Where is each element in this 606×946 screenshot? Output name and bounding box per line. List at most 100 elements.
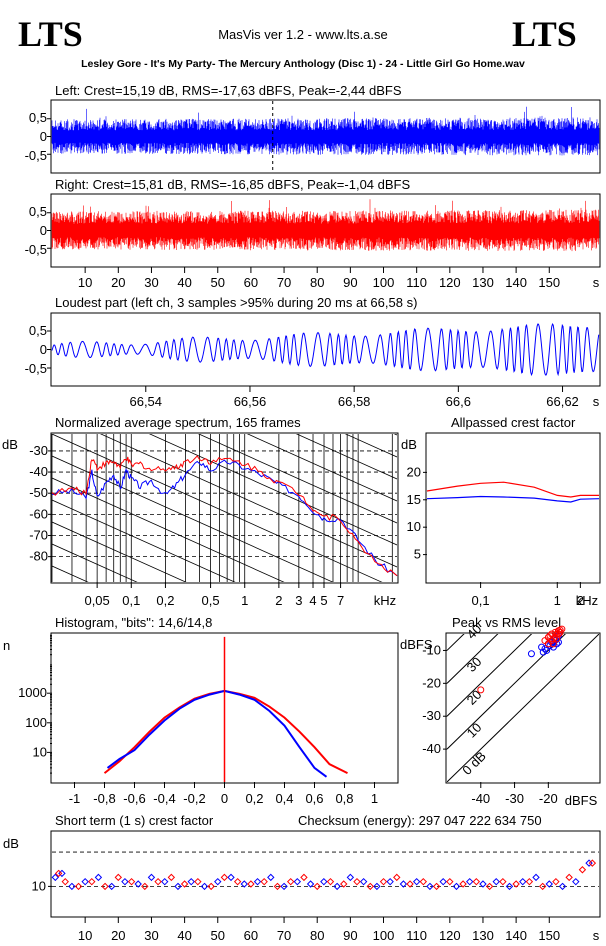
ytick-label: -60 <box>29 506 48 521</box>
crest-right-point <box>419 877 428 886</box>
slope-line <box>52 192 397 347</box>
xtick-label: 0,4 <box>275 791 293 806</box>
crest-left-point <box>161 877 169 886</box>
peakrms-left-point <box>527 650 535 658</box>
xtick-label: 2 <box>577 593 584 608</box>
time-unit-label: s <box>593 275 600 290</box>
peakrms-frame <box>445 632 601 784</box>
ytick-label: 1000 <box>18 685 47 700</box>
crest-right-point <box>74 882 83 891</box>
histogram-left-line <box>106 689 328 778</box>
crest-left-point <box>519 877 527 886</box>
crest-right-point <box>472 877 481 886</box>
ytick-label: 20 <box>407 464 421 479</box>
diagonal-line <box>447 634 566 750</box>
crest-right-point <box>538 882 547 891</box>
allpass-frame <box>425 432 601 584</box>
slope-line <box>52 434 383 582</box>
crest-left-point <box>121 877 129 886</box>
peakrms-left-point <box>546 642 554 650</box>
xtick-label: 0,2 <box>245 791 263 806</box>
allpass-title: Allpassed crest factor <box>451 415 576 430</box>
histogram-right-line <box>103 689 348 774</box>
time-unit-label: s <box>593 394 600 409</box>
spectrum-right-line <box>51 455 398 577</box>
spectrum-panel: Normalized average spectrum, 165 frames … <box>2 192 399 608</box>
slope-line <box>52 543 138 582</box>
xtick-label: 4 <box>309 593 316 608</box>
loudest-part-title: Loudest part (left ch, 3 samples >95% du… <box>55 295 417 310</box>
allpass-panel: Allpassed crest factor dB 5 10 15 20 0,1 1 2 k… <box>401 415 601 608</box>
xtick-label: 110 <box>406 275 427 290</box>
slope-line <box>246 434 397 502</box>
xtick-label: 60 <box>244 275 258 290</box>
xtick-label: 2 <box>275 593 282 608</box>
crest-left-point <box>293 877 302 886</box>
slope-line <box>52 499 236 582</box>
spectrum-left-line <box>51 459 398 577</box>
xtick-label: 130 <box>472 275 494 290</box>
app-title: MasVis ver 1.2 - www.lts.a.se <box>218 27 388 42</box>
xtick-label: 1 <box>371 791 378 806</box>
peakrms-right-point <box>549 635 557 643</box>
xtick-label: 0,6 <box>305 791 323 806</box>
spectrum-title: Normalized average spectrum, 165 frames <box>55 415 301 430</box>
xtick-label: 66,62 <box>546 394 579 409</box>
crest-left-point <box>572 877 580 886</box>
xtick-label: -0,6 <box>123 791 145 806</box>
crest-right-point <box>578 866 587 874</box>
xtick-label: -0,2 <box>183 791 205 806</box>
peakrms-left-point <box>543 646 551 654</box>
ytick-label: 0,5 <box>29 110 47 125</box>
peakrms-left-point <box>538 643 546 651</box>
xtick-label: 10 <box>78 928 92 943</box>
histogram-ylabel: n <box>3 638 10 653</box>
xtick-label: 60 <box>244 928 258 943</box>
peakrms-title: Peak vs RMS level <box>452 615 561 630</box>
ytick-label: -50 <box>29 485 48 500</box>
diagonal-line <box>447 634 499 684</box>
crest-left-point <box>68 882 76 891</box>
xtick-label: 50 <box>211 275 225 290</box>
xtick-label: 150 <box>538 275 560 290</box>
diagonal-line <box>447 634 599 782</box>
peakrms-right-point <box>554 630 562 638</box>
xtick-label: 70 <box>277 928 291 943</box>
ytick-label: -70 <box>29 527 48 542</box>
ytick-label: -0,5 <box>25 148 47 163</box>
crest-left-point <box>280 882 288 891</box>
crest-left-point <box>51 873 60 882</box>
xtick-label: 100 <box>373 275 395 290</box>
crest-right-point <box>393 873 401 882</box>
xtick-label: -0,4 <box>153 791 175 806</box>
xtick-label: 7 <box>337 593 344 608</box>
spectrum-ylabel: dB <box>2 437 18 452</box>
ytick-label: 0 <box>40 129 47 144</box>
crest-right-point <box>154 877 162 886</box>
crest-left-point <box>373 882 381 891</box>
peakrms-left-point <box>541 645 549 653</box>
diagonal-line <box>447 634 533 717</box>
xtick-label: 10 <box>78 275 92 290</box>
short-crest-title: Short term (1 s) crest factor <box>55 813 214 828</box>
xtick-label: 40 <box>177 275 191 290</box>
crest-left-point <box>306 880 315 888</box>
crest-right-point <box>340 880 348 888</box>
xtick-label: 80 <box>310 275 324 290</box>
xtick-label: 3 <box>295 593 302 608</box>
crest-right-point <box>406 880 414 888</box>
ytick-label: 10 <box>32 878 46 893</box>
crest-left-point <box>492 877 500 886</box>
crest-left-point <box>147 873 156 882</box>
ytick-label: 5 <box>414 547 421 562</box>
crest-left-point <box>253 877 262 886</box>
file-title: Lesley Gore - It's My Party- The Mercury… <box>81 58 525 70</box>
diagonal-label: 10 <box>464 720 485 741</box>
crest-right-point <box>207 882 215 891</box>
right-waveform-title: Right: Crest=15,81 dB, RMS=-16,85 dBFS, … <box>55 177 410 192</box>
crest-right-point <box>552 877 560 886</box>
xtick-label: 40 <box>177 928 191 943</box>
xtick-label: 0,8 <box>335 791 353 806</box>
short-crest-ylabel: dB <box>3 836 19 851</box>
xtick-label: 66,54 <box>129 394 162 409</box>
